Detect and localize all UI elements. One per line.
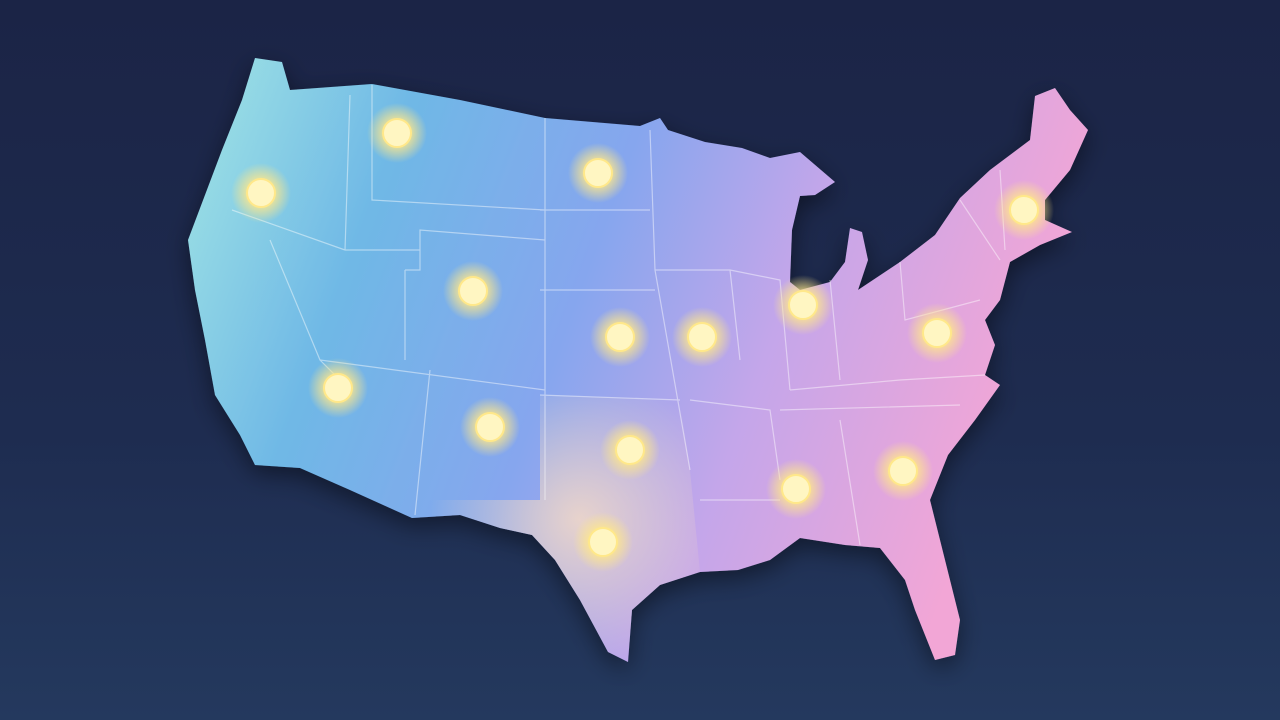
glowing-dot-icon: [460, 397, 520, 457]
glowing-dot-icon: [600, 420, 660, 480]
city-markers: [231, 103, 1054, 572]
glowing-dot-icon: [773, 275, 833, 335]
glowing-dot-icon: [573, 512, 633, 572]
glowing-dot-icon: [308, 358, 368, 418]
glowing-dot-icon: [231, 163, 291, 223]
glowing-dot-icon: [568, 143, 628, 203]
glowing-dot-icon: [590, 307, 650, 367]
glowing-dot-icon: [443, 261, 503, 321]
state-borders: [231, 85, 1006, 546]
glowing-dot-icon: [994, 180, 1054, 240]
glowing-dot-icon: [907, 303, 967, 363]
glowing-dot-icon: [873, 441, 933, 501]
glowing-dot-icon: [766, 459, 826, 519]
glowing-dot-icon: [367, 103, 427, 163]
glowing-dot-icon: [672, 307, 732, 367]
